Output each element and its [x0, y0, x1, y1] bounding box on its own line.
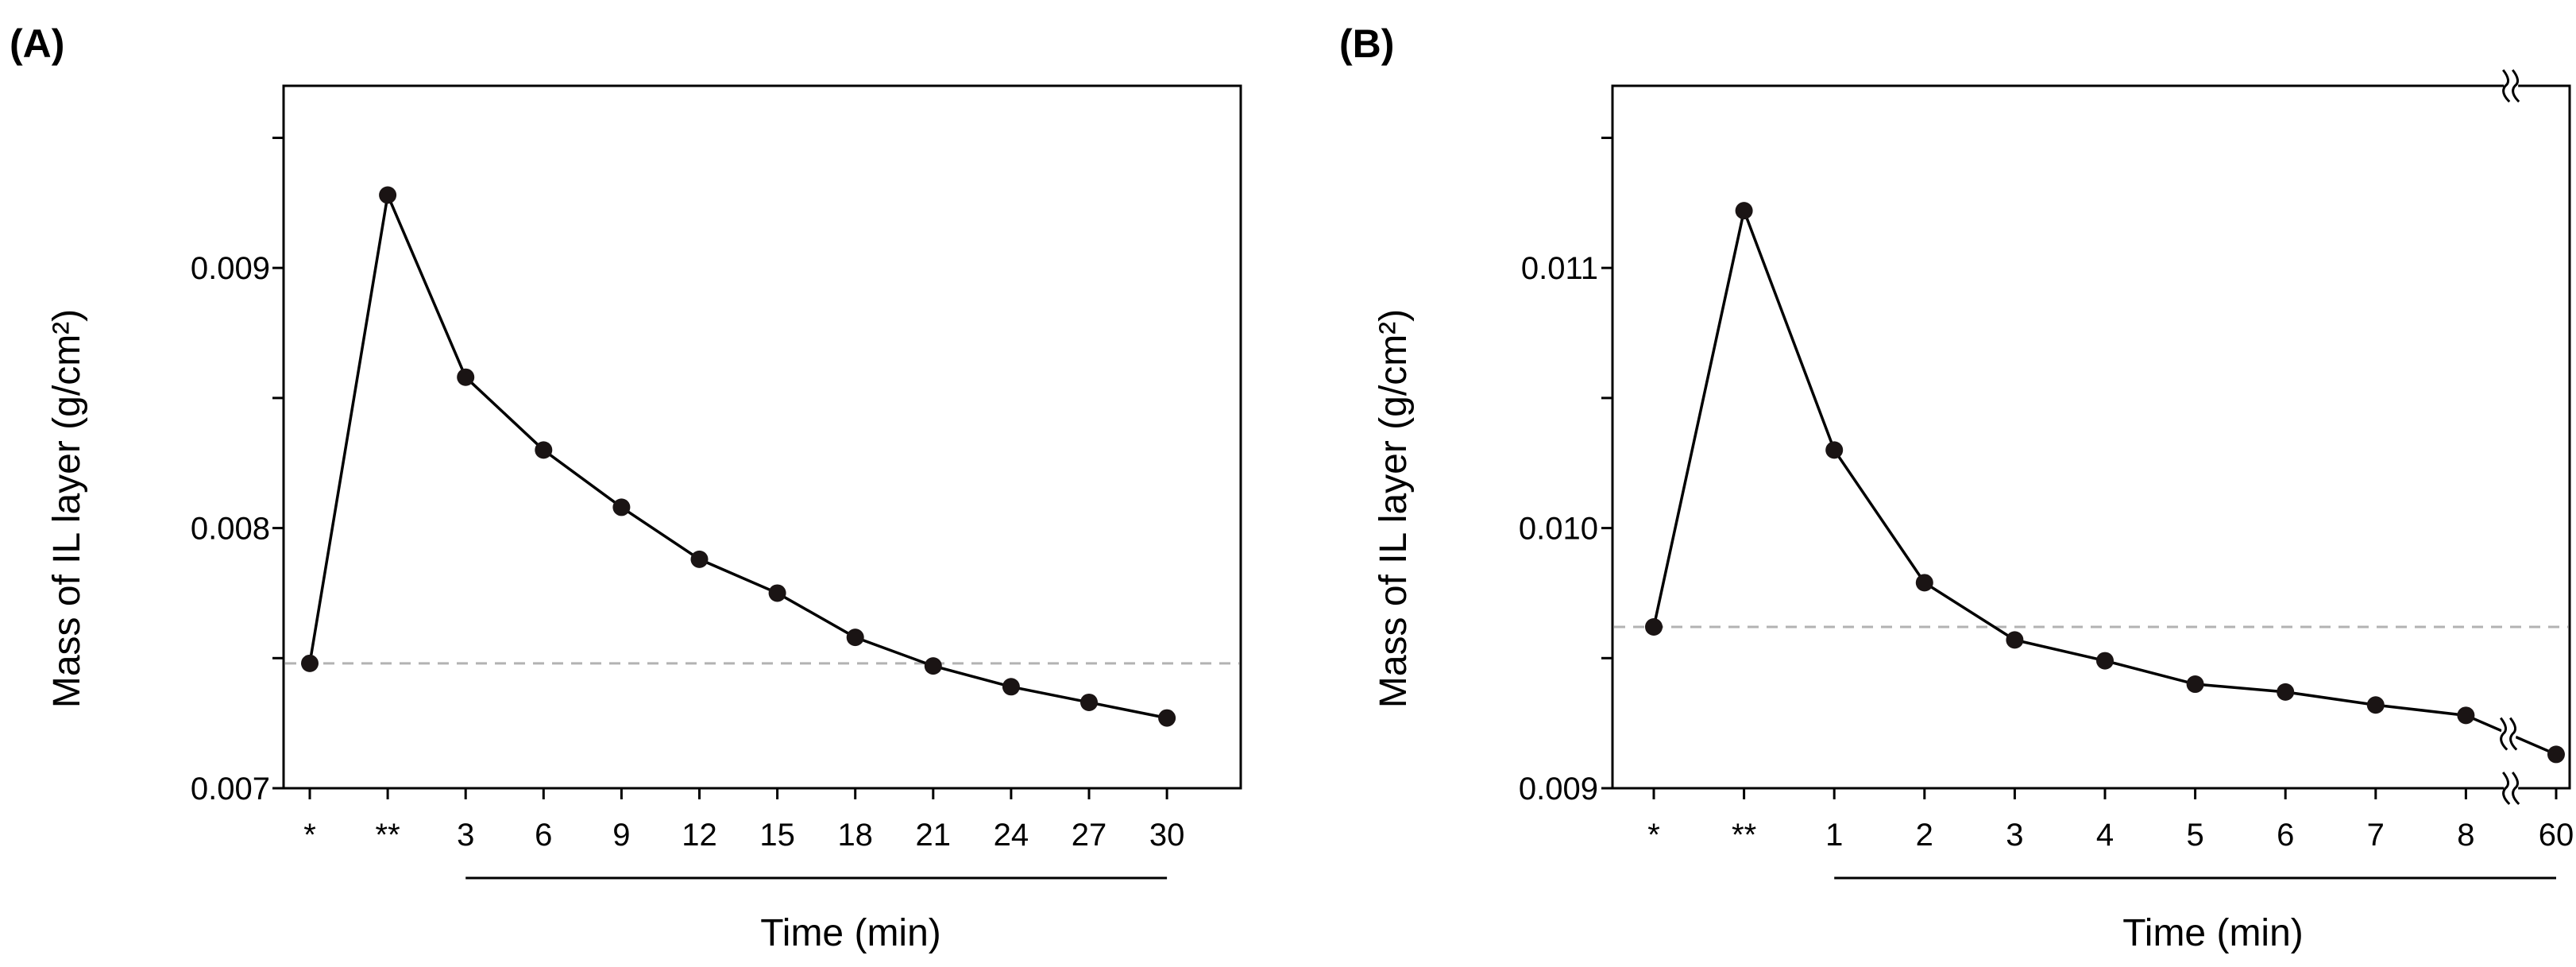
data-point-a-7 [846, 629, 864, 647]
data-point-b-2 [1825, 441, 1844, 459]
plot-frame-b [1611, 84, 2571, 790]
data-point-a-5 [690, 550, 709, 568]
x-tick-label-a: ** [376, 818, 400, 853]
x-tick-label-b: 2 [1916, 818, 1933, 853]
y-tick-label-a: 0.009 [191, 251, 270, 286]
panel-label-b: (B) [1339, 21, 1394, 66]
y-tick-label-b: 0.009 [1519, 772, 1598, 806]
data-point-b-9 [2457, 706, 2475, 725]
x-tick-label-b: 3 [2006, 818, 2023, 853]
x-tick-label-a: 18 [837, 818, 873, 853]
y-tick-label-a: 0.008 [191, 512, 270, 547]
series-line-a [308, 190, 1168, 720]
data-point-b-6 [2186, 675, 2204, 694]
y-axis-title-a: Mass of IL layer (g/cm²) [46, 309, 88, 708]
data-point-b-8 [2366, 696, 2385, 714]
x-tick-label-a: 30 [1149, 818, 1185, 853]
x-tick-label-b: 8 [2457, 818, 2474, 853]
data-point-b-1 [1735, 202, 1753, 220]
x-axis-title-a: Time (min) [760, 912, 941, 954]
x-tick-label-a: 12 [682, 818, 717, 853]
plot-frame-a [282, 84, 1242, 790]
series-b [1645, 202, 2565, 764]
y-axis-title-b: Mass of IL layer (g/cm²) [1373, 309, 1415, 708]
data-point-a-10 [1080, 693, 1098, 711]
x-tick-label-a: 15 [759, 818, 795, 853]
data-point-b-5 [2096, 652, 2114, 670]
series-break-mark [2500, 717, 2508, 751]
x-tick-label-a: 6 [535, 818, 552, 853]
data-point-a-4 [612, 498, 631, 516]
data-point-a-1 [379, 186, 397, 204]
x-axis-break-mark [2502, 772, 2511, 806]
data-point-b-7 [2277, 683, 2295, 701]
x-tick-label-a: 27 [1072, 818, 1107, 853]
x-tick-label-b: 6 [2277, 818, 2294, 853]
x-axis-title-b: Time (min) [2122, 912, 2304, 954]
x-tick-label-a: 9 [612, 818, 630, 853]
x-tick-label-b: * [1647, 818, 1660, 853]
data-point-b-4 [2006, 631, 2024, 649]
y-ticks-b: 0.009 0.010 0.011 [1519, 136, 1612, 806]
series-line-b [1652, 205, 2466, 718]
y-tick-label-a: 0.007 [191, 772, 270, 806]
data-point-b-0 [1645, 618, 1663, 636]
x-axis-break-mark [2512, 772, 2520, 806]
data-point-a-8 [924, 657, 942, 675]
chart-panel-a: (A) Mass of IL layer (g/cm²) 0.0070.0080… [10, 21, 1242, 954]
x-tick-label-b: 7 [2367, 818, 2385, 853]
data-point-a-9 [1002, 678, 1020, 696]
series-a [301, 186, 1176, 727]
data-point-b-10 [2547, 745, 2565, 764]
x-tick-label-b: 60 [2539, 818, 2574, 853]
top-axis-break-mark [2512, 69, 2520, 103]
y-ticks-a: 0.007 0.008 0.009 [191, 136, 284, 806]
x-tick-label-b: 5 [2186, 818, 2203, 853]
data-point-a-2 [457, 368, 475, 386]
x-tick-label-b: ** [1732, 818, 1756, 853]
y-tick-label-b: 0.010 [1519, 512, 1598, 547]
top-axis-break-mark [2502, 69, 2511, 103]
x-tick-label-b: 4 [2096, 818, 2114, 853]
axis-break-marks-b [2500, 68, 2520, 806]
data-point-a-6 [768, 584, 786, 602]
x-tick-label-a: 3 [457, 818, 474, 853]
chart-panel-b: (B) Mass of IL layer (g/cm²) 0.0090.0100… [1339, 21, 2574, 954]
data-point-a-11 [1158, 709, 1176, 727]
x-ticks-b: * ** 1 2 3 4 5 6 7 8 60 [1647, 788, 2574, 853]
panel-label-a: (A) [10, 21, 64, 66]
x-tick-label-b: 1 [1825, 818, 1843, 853]
x-ticks-a: * ** 3 6 9 12 15 18 21 24 27 30 [303, 788, 1184, 853]
series-break-mark [2509, 717, 2518, 751]
x-tick-label-a: 21 [916, 818, 952, 853]
x-tick-label-a: 24 [994, 818, 1029, 853]
x-tick-label-a: * [303, 818, 316, 853]
data-point-b-3 [1915, 574, 1933, 592]
data-point-a-0 [301, 654, 319, 672]
y-tick-label-b: 0.011 [1521, 251, 1598, 286]
data-point-a-3 [535, 441, 553, 459]
